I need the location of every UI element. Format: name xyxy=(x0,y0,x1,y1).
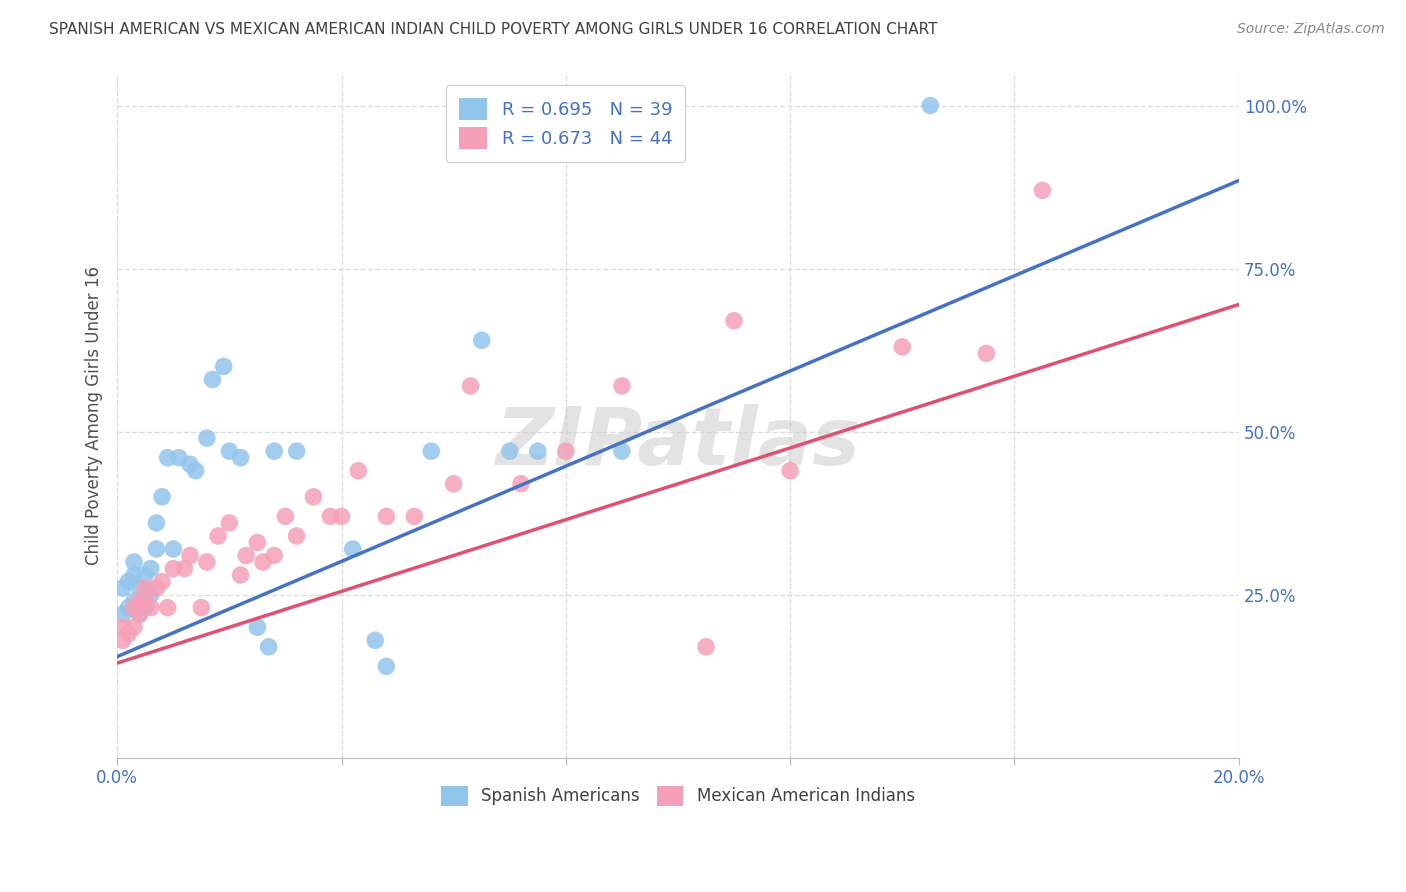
Point xyxy=(145,516,167,530)
Point xyxy=(246,535,269,549)
Text: SPANISH AMERICAN VS MEXICAN AMERICAN INDIAN CHILD POVERTY AMONG GIRLS UNDER 16 C: SPANISH AMERICAN VS MEXICAN AMERICAN IND… xyxy=(49,22,938,37)
Point xyxy=(128,581,150,595)
Point xyxy=(285,529,308,543)
Point xyxy=(1031,183,1053,197)
Point xyxy=(195,431,218,445)
Point xyxy=(134,568,156,582)
Point xyxy=(134,600,156,615)
Point xyxy=(179,549,201,563)
Point xyxy=(375,509,398,524)
Point xyxy=(235,549,257,563)
Point xyxy=(229,568,252,582)
Point xyxy=(145,581,167,595)
Point xyxy=(139,600,162,615)
Point xyxy=(246,620,269,634)
Point xyxy=(460,379,482,393)
Point xyxy=(122,600,145,615)
Point xyxy=(319,509,342,524)
Point xyxy=(375,659,398,673)
Point xyxy=(111,607,134,622)
Point xyxy=(554,444,576,458)
Point xyxy=(891,340,914,354)
Point xyxy=(723,314,745,328)
Point xyxy=(179,457,201,471)
Point xyxy=(139,588,162,602)
Point xyxy=(330,509,353,524)
Point xyxy=(190,600,212,615)
Point xyxy=(471,334,494,348)
Point xyxy=(342,541,364,556)
Point xyxy=(499,444,522,458)
Point xyxy=(257,640,280,654)
Text: Source: ZipAtlas.com: Source: ZipAtlas.com xyxy=(1237,22,1385,37)
Legend: Spanish Americans, Mexican American Indians: Spanish Americans, Mexican American Indi… xyxy=(433,777,922,814)
Point xyxy=(218,444,240,458)
Point xyxy=(128,594,150,608)
Point xyxy=(134,581,156,595)
Point xyxy=(145,541,167,556)
Point xyxy=(111,581,134,595)
Point xyxy=(167,450,190,465)
Point xyxy=(184,464,207,478)
Point xyxy=(117,600,139,615)
Point xyxy=(347,464,370,478)
Point xyxy=(162,541,184,556)
Point xyxy=(976,346,998,360)
Point xyxy=(156,450,179,465)
Point xyxy=(111,620,134,634)
Point xyxy=(695,640,717,654)
Point xyxy=(207,529,229,543)
Point xyxy=(364,633,387,648)
Point xyxy=(610,379,633,393)
Point xyxy=(229,450,252,465)
Point xyxy=(122,568,145,582)
Point xyxy=(162,561,184,575)
Point xyxy=(173,561,195,575)
Point xyxy=(274,509,297,524)
Point xyxy=(920,98,942,112)
Point xyxy=(150,490,173,504)
Point xyxy=(263,549,285,563)
Point xyxy=(420,444,443,458)
Point xyxy=(195,555,218,569)
Point xyxy=(263,444,285,458)
Point xyxy=(122,620,145,634)
Point xyxy=(212,359,235,374)
Point xyxy=(111,633,134,648)
Point xyxy=(218,516,240,530)
Point xyxy=(128,607,150,622)
Point xyxy=(201,372,224,386)
Point xyxy=(139,561,162,575)
Point xyxy=(117,626,139,640)
Point xyxy=(443,476,465,491)
Point xyxy=(510,476,533,491)
Point xyxy=(150,574,173,589)
Point xyxy=(526,444,548,458)
Point xyxy=(117,574,139,589)
Point xyxy=(610,444,633,458)
Text: ZIPatlas: ZIPatlas xyxy=(495,404,860,482)
Point xyxy=(779,464,801,478)
Point xyxy=(404,509,426,524)
Point xyxy=(302,490,325,504)
Point xyxy=(252,555,274,569)
Point xyxy=(156,600,179,615)
Point xyxy=(128,607,150,622)
Point xyxy=(122,555,145,569)
Point xyxy=(134,594,156,608)
Y-axis label: Child Poverty Among Girls Under 16: Child Poverty Among Girls Under 16 xyxy=(86,266,103,565)
Point xyxy=(285,444,308,458)
Point xyxy=(122,594,145,608)
